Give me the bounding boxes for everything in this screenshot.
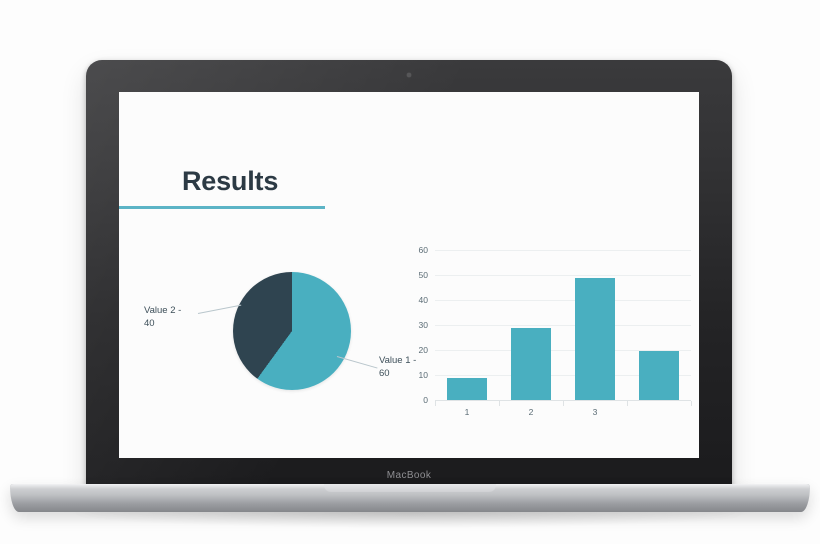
pie-slice-label-value1-line1: Value 1 - <box>379 355 417 366</box>
page-title: Results <box>182 166 279 196</box>
bar-chart-y-tick-label: 50 <box>418 270 428 280</box>
laptop-lid: Results Value 2 - 40 Value 1 - 6 <box>86 60 732 488</box>
laptop-drop-shadow <box>60 512 760 528</box>
pie-chart-disc <box>233 272 351 390</box>
bar-chart-y-tick-label: 0 <box>423 395 428 405</box>
bar-chart-gridline: 10 <box>419 370 691 380</box>
bar-chart-x-axis-ticks <box>435 401 692 406</box>
presentation-slide: Results Value 2 - 40 Value 1 - 6 <box>119 92 699 458</box>
bar-chart-y-tick-label: 20 <box>418 345 428 355</box>
slide-title-block: Results <box>119 166 699 209</box>
pie-slice-label-value1-line2: 60 <box>379 368 390 379</box>
bar-chart-y-tick-label: 10 <box>418 370 428 380</box>
bar-chart-axis-tick <box>691 401 692 406</box>
bar-chart-bar <box>575 277 615 400</box>
bar-chart-axis-tick <box>499 401 500 406</box>
bar-chart-bars <box>435 250 691 400</box>
bar-chart-gridline: 30 <box>419 320 691 330</box>
bar-chart-gridline: 50 <box>419 270 691 280</box>
bar-chart-x-tick-label: 2 <box>528 407 534 417</box>
bar-chart: 60 50 40 30 20 10 0 1 2 3 <box>405 245 692 432</box>
camera-dot-icon <box>407 73 411 77</box>
bar-chart-bar-slot <box>499 250 563 400</box>
bar-chart-axis-tick <box>627 401 628 406</box>
pie-slice-label-value2-line2: 40 <box>144 318 155 329</box>
bar-chart-x-axis <box>435 400 691 401</box>
pie-slice-label-value2-line1: Value 2 - <box>144 305 182 316</box>
bar-chart-gridline: 20 <box>419 345 691 355</box>
bar-chart-axis-tick <box>563 401 564 406</box>
pie-leader-line-value1 <box>336 356 378 369</box>
pie-slice-label-value1: Value 1 - 60 <box>379 354 416 380</box>
bar-chart-y-tick-label: 30 <box>418 320 428 330</box>
bar-chart-bar <box>511 327 551 400</box>
laptop-base <box>10 484 810 512</box>
bar-chart-y-tick-label: 40 <box>418 295 428 305</box>
bar-chart-x-tick-labels: 1 2 3 <box>435 407 691 417</box>
bar-chart-bar <box>447 377 487 400</box>
title-underline-rule <box>119 206 325 209</box>
pie-slice-label-value2: Value 2 - 40 <box>144 304 181 330</box>
bar-chart-axis-tick <box>435 401 436 406</box>
bar-chart-bar <box>639 351 679 400</box>
pie-chart: Value 2 - 40 Value 1 - 60 <box>141 266 416 406</box>
device-brand-label: MacBook <box>386 470 432 481</box>
bar-chart-bar-slot <box>563 250 627 400</box>
bar-chart-gridline: 40 <box>419 295 691 305</box>
bar-chart-bar-slot <box>435 250 499 400</box>
bar-chart-x-tick-label: 1 <box>464 407 470 417</box>
laptop-base-notch <box>324 484 496 492</box>
bar-chart-x-tick-label <box>627 407 691 417</box>
bar-chart-bar-slot <box>627 250 691 400</box>
bar-chart-y-tick-label: 60 <box>418 245 428 255</box>
laptop-screen: Results Value 2 - 40 Value 1 - 6 <box>119 92 699 458</box>
bar-chart-gridline: 60 <box>419 245 691 255</box>
bar-chart-plot-area: 60 50 40 30 20 10 0 <box>419 245 691 405</box>
bar-chart-x-tick-label: 3 <box>592 407 598 417</box>
